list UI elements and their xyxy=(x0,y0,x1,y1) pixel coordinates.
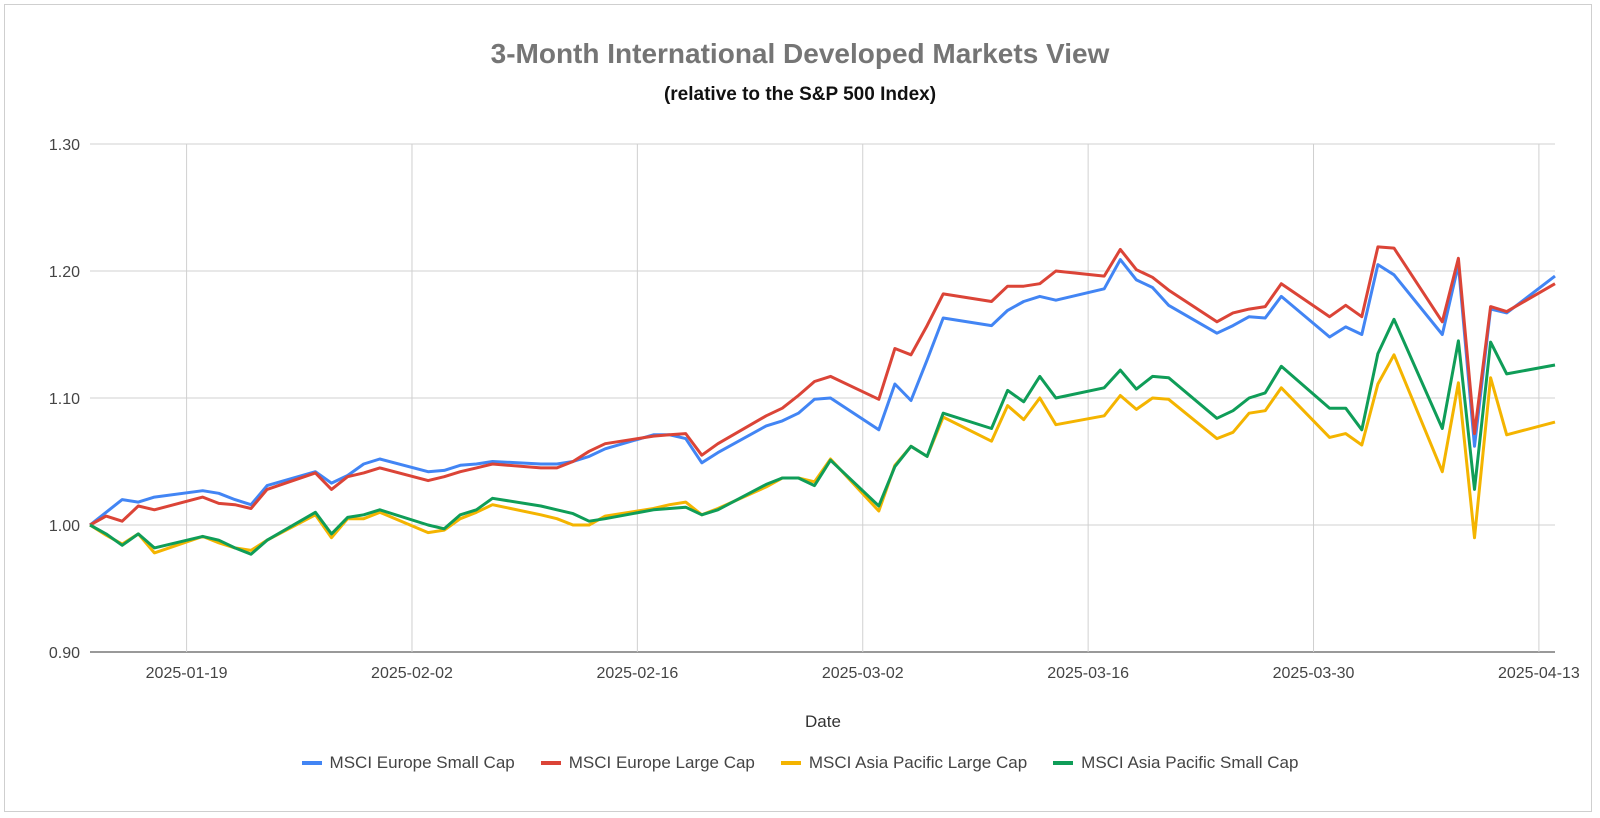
series-lines xyxy=(89,245,1556,556)
gridlines xyxy=(90,143,1555,653)
legend-swatch xyxy=(780,761,801,765)
legend-swatch xyxy=(1053,761,1074,765)
legend-item-msci-europe-small-cap[interactable]: MSCI Europe Small Cap xyxy=(301,753,515,773)
series-line-msci-europe-small-cap xyxy=(89,258,1556,527)
legend-item-msci-europe-large-cap[interactable]: MSCI Europe Large Cap xyxy=(540,753,755,773)
legend: MSCI Europe Small Cap MSCI Europe Large C… xyxy=(0,753,1600,773)
chart-title: 3-Month International Developed Markets … xyxy=(490,38,1110,69)
legend-item-msci-asia-pacific-large-cap[interactable]: MSCI Asia Pacific Large Cap xyxy=(780,753,1028,773)
chart-subtitle: (relative to the S&P 500 Index) xyxy=(663,84,937,105)
legend-item-msci-asia-pacific-small-cap[interactable]: MSCI Asia Pacific Small Cap xyxy=(1053,753,1298,773)
legend-swatch xyxy=(301,761,322,765)
series-line-msci-europe-large-cap xyxy=(89,245,1556,527)
y-axis-ticks: 0.90 1.00 1.10 1.20 1.30 xyxy=(49,137,80,662)
x-tick-label: 2025-03-30 xyxy=(1273,665,1355,682)
x-axis-ticks: 2025-01-19 2025-02-02 2025-02-16 2025-03-02… xyxy=(146,665,1580,682)
legend-label: MSCI Asia Pacific Small Cap xyxy=(1081,753,1299,772)
y-tick-label: 1.30 xyxy=(49,137,80,154)
y-tick-label: 1.10 xyxy=(49,391,80,408)
legend-label: MSCI Asia Pacific Large Cap xyxy=(808,753,1028,772)
legend-label: MSCI Europe Large Cap xyxy=(568,753,755,772)
x-tick-label: 2025-02-02 xyxy=(371,665,453,682)
series-line-msci-asia-pacific-large-cap xyxy=(89,353,1556,555)
x-tick-label: 2025-03-02 xyxy=(822,665,904,682)
y-tick-label: 1.00 xyxy=(49,518,80,535)
x-tick-label: 2025-01-19 xyxy=(146,665,228,682)
series-line-msci-asia-pacific-small-cap xyxy=(89,317,1556,556)
x-axis-title: Date xyxy=(805,712,841,731)
x-tick-label: 2025-03-16 xyxy=(1047,665,1129,682)
y-tick-label: 0.90 xyxy=(49,645,80,662)
y-tick-label: 1.20 xyxy=(49,264,80,281)
legend-label: MSCI Europe Small Cap xyxy=(329,753,515,772)
x-tick-label: 2025-04-13 xyxy=(1498,665,1580,682)
x-tick-label: 2025-02-16 xyxy=(596,665,678,682)
legend-swatch xyxy=(540,761,561,765)
